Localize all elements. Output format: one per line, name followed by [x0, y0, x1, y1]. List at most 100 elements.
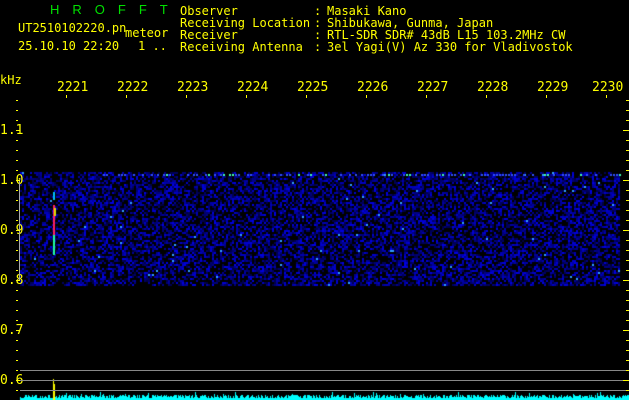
y-tick [16, 220, 18, 221]
time-label: 2226 [357, 80, 388, 95]
x-tick [426, 95, 427, 98]
y-tick [16, 320, 18, 321]
y-tick [16, 210, 18, 211]
y-tick [16, 290, 18, 291]
datetime: 25.10.10 22:20 [18, 39, 120, 53]
range-marker [19, 181, 20, 281]
unit-label: kHz [0, 73, 22, 87]
y-tick-right [626, 270, 629, 271]
y-tick-right [623, 180, 629, 181]
x-tick [606, 95, 607, 98]
y-tick-right [626, 350, 629, 351]
y-tick-right [626, 370, 629, 371]
y-tick-right [626, 390, 629, 391]
y-tick-right [626, 170, 629, 171]
y-tick-right [626, 110, 629, 111]
y-tick [16, 170, 18, 171]
y-tick-right [626, 240, 629, 241]
y-tick [16, 140, 18, 141]
x-tick [186, 95, 187, 98]
y-tick [16, 110, 18, 111]
y-tick [16, 100, 18, 101]
y-tick [16, 340, 18, 341]
grid-line [20, 390, 629, 391]
mode-label: meteor [125, 26, 169, 40]
y-tick [16, 180, 20, 181]
y-tick-right [626, 220, 629, 221]
grid-line [20, 380, 629, 381]
y-tick-right [626, 310, 629, 311]
colon: : [314, 28, 322, 42]
y-tick-right [626, 120, 629, 121]
location-value: Shibukawa, Gunma, Japan [327, 16, 494, 30]
y-tick [16, 390, 18, 391]
counter: 1 .. [138, 39, 167, 53]
y-tick [16, 160, 18, 161]
freq-label: 0.7 [0, 323, 24, 338]
x-tick [246, 95, 247, 98]
y-tick-right [626, 150, 629, 151]
y-tick-right [626, 300, 629, 301]
x-tick [366, 95, 367, 98]
x-tick [126, 95, 127, 98]
y-tick [16, 190, 18, 191]
time-label: 2221 [57, 80, 88, 95]
freq-label: 0.6 [0, 373, 24, 388]
y-tick-right [626, 200, 629, 201]
y-tick-right [626, 210, 629, 211]
grid-line [20, 370, 629, 371]
observer-label: Observer [180, 4, 238, 18]
time-label: 2225 [297, 80, 328, 95]
freq-label: 1.0 [0, 173, 24, 188]
x-tick [486, 95, 487, 98]
y-tick [16, 300, 18, 301]
y-tick-right [626, 320, 629, 321]
y-tick [16, 370, 18, 371]
y-tick-right [623, 130, 629, 131]
y-tick [16, 330, 20, 331]
y-tick-right [626, 250, 629, 251]
y-tick-right [626, 360, 629, 361]
y-tick-right [626, 190, 629, 191]
y-tick-right [623, 380, 629, 381]
y-tick [16, 260, 18, 261]
freq-label: 0.8 [0, 273, 24, 288]
y-tick-right [626, 140, 629, 141]
freq-label: 0.9 [0, 223, 24, 238]
y-tick [16, 200, 18, 201]
observer-value: Masaki Kano [327, 4, 407, 18]
y-tick [16, 230, 20, 231]
time-label: 2230 [592, 80, 624, 95]
app-title: HROFFT [50, 2, 181, 17]
freq-label: 1.1 [0, 123, 24, 138]
time-label: 2229 [537, 80, 568, 95]
y-tick [16, 310, 18, 311]
y-tick [16, 150, 18, 151]
y-tick-right [623, 330, 629, 331]
time-label: 2224 [237, 80, 268, 95]
y-tick [16, 280, 20, 281]
y-tick-right [626, 160, 629, 161]
y-tick [16, 250, 18, 251]
y-tick [16, 270, 18, 271]
x-tick [306, 95, 307, 98]
y-tick-right [623, 280, 629, 281]
antenna-value: 3el Yagi(V) Az 330 for Vladivostok [327, 40, 573, 54]
time-label: 2227 [417, 80, 448, 95]
y-tick [16, 120, 18, 121]
y-tick-right [626, 100, 629, 101]
colon: : [314, 40, 322, 54]
y-tick-right [626, 260, 629, 261]
time-label: 2222 [117, 80, 148, 95]
y-tick-right [626, 290, 629, 291]
x-tick [546, 95, 547, 98]
y-tick-right [623, 230, 629, 231]
time-label: 2223 [177, 80, 208, 95]
receiver-value: RTL-SDR SDR# 43dB L15 103.2MHz CW [327, 28, 566, 42]
filename: UT2510102220.pn [18, 21, 127, 35]
location-label: Receiving Location [180, 16, 311, 30]
colon: : [314, 4, 322, 18]
y-tick [16, 350, 18, 351]
